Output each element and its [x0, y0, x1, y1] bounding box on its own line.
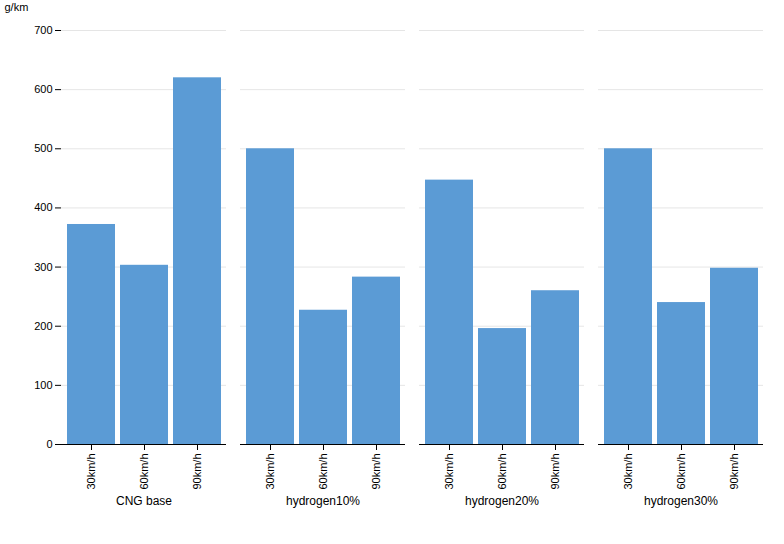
svg-text:60km/h: 60km/h: [496, 454, 508, 490]
svg-text:500: 500: [34, 142, 52, 154]
svg-text:30km/h: 30km/h: [264, 454, 276, 490]
svg-text:90km/h: 90km/h: [191, 454, 203, 490]
svg-text:30km/h: 30km/h: [85, 454, 97, 490]
svg-text:60km/h: 60km/h: [675, 454, 687, 490]
svg-text:0: 0: [46, 438, 52, 450]
svg-text:200: 200: [34, 320, 52, 332]
svg-text:hydrogen10%: hydrogen10%: [286, 494, 360, 508]
svg-text:90km/h: 90km/h: [549, 454, 561, 490]
svg-text:600: 600: [34, 83, 52, 95]
svg-text:30km/h: 30km/h: [443, 454, 455, 490]
svg-text:90km/h: 90km/h: [728, 454, 740, 490]
svg-text:hydrogen30%: hydrogen30%: [644, 494, 718, 508]
svg-text:90km/h: 90km/h: [370, 454, 382, 490]
svg-text:g/km: g/km: [5, 1, 29, 13]
svg-text:CNG base: CNG base: [116, 494, 172, 508]
svg-text:60km/h: 60km/h: [317, 454, 329, 490]
svg-text:60km/h: 60km/h: [138, 454, 150, 490]
svg-text:hydrogen20%: hydrogen20%: [465, 494, 539, 508]
svg-text:700: 700: [34, 24, 52, 36]
svg-text:30km/h: 30km/h: [622, 454, 634, 490]
svg-text:400: 400: [34, 201, 52, 213]
svg-text:300: 300: [34, 261, 52, 273]
svg-text:100: 100: [34, 379, 52, 391]
